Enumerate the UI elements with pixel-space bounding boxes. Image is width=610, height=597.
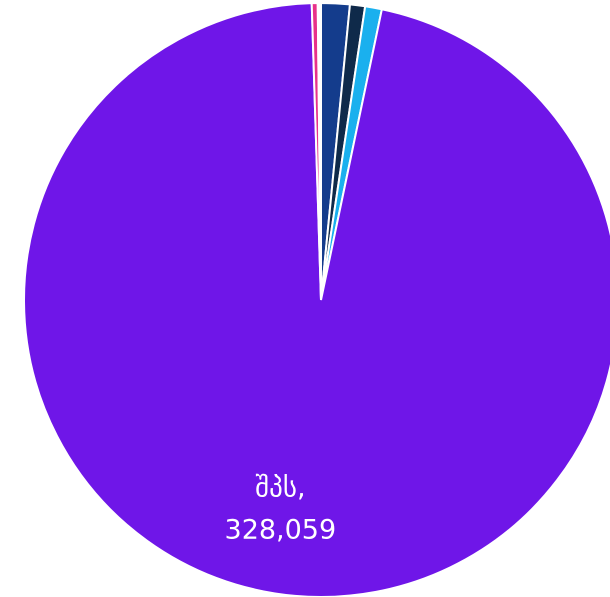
pie-slice (316, 1, 322, 301)
slice-label: შპს, (255, 473, 305, 504)
slice-value: 328,059 (225, 515, 337, 546)
pie-slice (23, 2, 610, 597)
